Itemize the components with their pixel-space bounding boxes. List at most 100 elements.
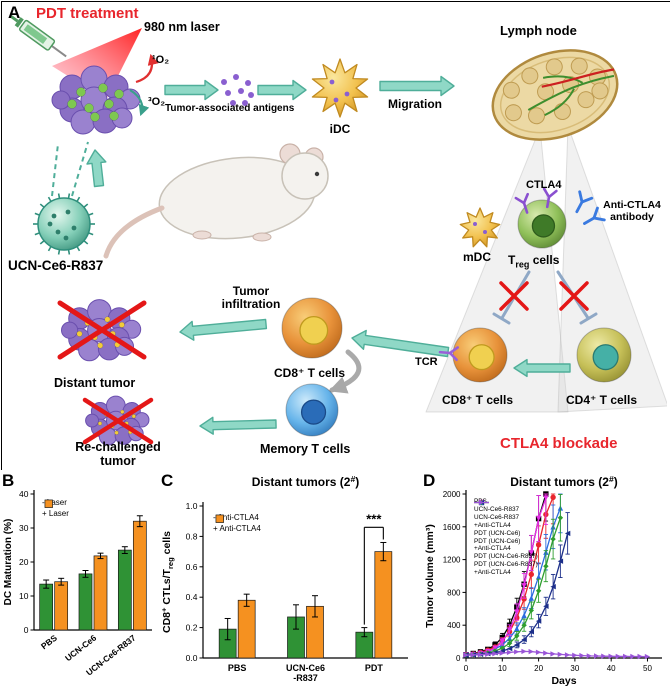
- legend-label: PDT (UCN-Ce6-R837): [474, 553, 538, 561]
- svg-text:20: 20: [534, 664, 543, 673]
- legend-label: PDT (UCN-Ce6-R837) +Anti-CTLA4: [474, 561, 538, 576]
- memory-differentiation-arrow: [328, 349, 362, 394]
- svg-text:0.8: 0.8: [186, 531, 198, 541]
- triplet-oxygen-arrow: [129, 89, 150, 117]
- bar-series-0: [218, 604, 374, 659]
- panel-d-label: D: [423, 471, 436, 490]
- memory-t-cells-label: Memory T cells: [260, 442, 351, 456]
- svg-text:Days: Days: [551, 675, 576, 687]
- svg-text:PDT: PDT: [365, 663, 384, 673]
- legend-item: PDT (UCN-Ce6): [474, 499, 538, 537]
- legend-label: UCN-Ce6-R837: [474, 506, 520, 514]
- ctla4-label: CTLA4: [526, 179, 562, 191]
- svg-text:2000: 2000: [443, 490, 461, 499]
- legend-item: PDT (UCN-Ce6-R837): [474, 499, 538, 561]
- memory-t-cell: [285, 383, 339, 437]
- legend-item: + Laser: [42, 499, 69, 519]
- svg-text:800: 800: [447, 588, 461, 597]
- laser-beam: [52, 28, 142, 100]
- antibody-icon: [575, 190, 594, 214]
- svg-text:0.2: 0.2: [186, 623, 198, 633]
- triplet-oxygen-label: ³O₂: [148, 96, 166, 108]
- legend-label: PDT (UCN-Ce6) +Anti-CTLA4: [474, 537, 521, 553]
- svg-text:10: 10: [498, 664, 507, 673]
- line-series-6: [463, 648, 651, 660]
- svg-text:***: ***: [366, 511, 382, 526]
- idc-label: iDC: [329, 122, 351, 136]
- lymph-node-label: Lymph node: [500, 23, 577, 38]
- legend-item: PDT (UCN-Ce6) +Anti-CTLA4: [474, 499, 538, 553]
- legend-item: + Anti-CTLA4: [213, 514, 261, 534]
- svg-text:0.4: 0.4: [186, 592, 198, 602]
- svg-text:PBS: PBS: [228, 663, 247, 673]
- panel-c-legend: - Anti-CTLA4 + Anti-CTLA4: [213, 513, 261, 534]
- svg-text:40: 40: [19, 489, 29, 499]
- cd8-t-cells-label-mid: CD8⁺ T cells: [274, 366, 346, 380]
- treg-prefix: T: [508, 253, 516, 267]
- svg-text:UCN-Ce6: UCN-Ce6: [286, 663, 325, 673]
- treg-subscript: reg: [515, 259, 530, 270]
- svg-text:1.0: 1.0: [186, 501, 198, 511]
- lymph-node-icon: [491, 49, 619, 141]
- svg-text:Tumor volume (mm³): Tumor volume (mm³): [424, 524, 436, 628]
- panel-a-diagram: A PDT treatment 980 nm laser ¹O₂ ³O₂ Tum…: [1, 1, 670, 473]
- tumor-volume-chart: 0 400 800 1200 1600 2000 0 10 20 30 40 50 Distant tu…: [424, 474, 662, 687]
- legend-label: UCN-Ce6-R837 +Anti-CTLA4: [474, 514, 520, 529]
- panel-b-label: B: [2, 471, 15, 490]
- svg-text:Distant tumors (2#​): Distant tumors (2#​): [252, 474, 359, 489]
- svg-text:CD8+​ CTLs/Treg​ cells: CD8+​ CTLs/Treg​ cells: [160, 531, 175, 633]
- cd8-t-cells-label-right: CD8⁺ T cells: [442, 393, 514, 407]
- antibody-icon: [438, 346, 460, 362]
- panel-b: 0 10 20 30 40 DC Maturation (%) PBS UCN-Ce6 UCN-…: [0, 470, 157, 692]
- legend-item: UCN-Ce6-R837: [474, 499, 538, 514]
- svg-text:400: 400: [447, 621, 461, 630]
- svg-text:1600: 1600: [443, 523, 461, 532]
- legend-marker: [474, 499, 489, 506]
- anti-ctla4-antibody-label: Anti-CTLA4 antibody: [603, 199, 661, 223]
- panel-d: 0 400 800 1200 1600 2000 0 10 20 30 40 50 Distant tu…: [420, 470, 670, 692]
- treg-cell: [517, 199, 567, 249]
- treg-cells-label: Treg cells: [508, 253, 559, 270]
- svg-text:10: 10: [19, 591, 29, 601]
- mouse-icon: [103, 143, 329, 259]
- svg-text:50: 50: [643, 664, 652, 673]
- tcr-label: TCR: [415, 356, 438, 368]
- cd8-t-cell-right: [452, 327, 508, 383]
- panel-c: 0.0 0.2 0.4 0.6 0.8 1.0 Distant tumors (2#​) CD…: [157, 470, 420, 692]
- legend-label: - Anti-CTLA4: [213, 513, 259, 522]
- idc-cell: [311, 58, 369, 118]
- migration-label: Migration: [388, 97, 442, 111]
- singlet-oxygen-arrow: [135, 53, 159, 84]
- legend-label: + Anti-CTLA4: [213, 523, 261, 533]
- laser-label: 980 nm laser: [144, 20, 220, 34]
- legend-swatch: [215, 514, 224, 523]
- panel-c-label: C: [161, 471, 174, 490]
- svg-text:30: 30: [570, 664, 579, 673]
- bar-series-1: [54, 515, 147, 631]
- singlet-oxygen-label: ¹O₂: [152, 54, 170, 66]
- svg-text:DC Maturation (%): DC Maturation (%): [3, 519, 14, 606]
- antibody-icon: [583, 206, 606, 225]
- nanoparticle-label: UCN-Ce6-R837: [8, 258, 104, 273]
- panel-b-legend: - Laser + Laser: [42, 498, 69, 519]
- svg-text:1200: 1200: [443, 556, 461, 565]
- legend-label: + Laser: [42, 508, 69, 518]
- tumor-antigens-label: Tumor-associated antigens: [165, 103, 295, 114]
- panel-a-label: A: [8, 3, 21, 22]
- legend-item: PDT (UCN-Ce6-R837) +Anti-CTLA4: [474, 499, 538, 576]
- svg-text:-R837: -R837: [293, 673, 318, 683]
- bar-series-0: [39, 546, 132, 631]
- nanoparticle-icon: [33, 193, 95, 255]
- legend-label: - Laser: [42, 498, 67, 507]
- svg-text:0.0: 0.0: [186, 653, 198, 663]
- syringe-icon: [10, 15, 67, 58]
- cd8-t-cell-mid: [281, 297, 343, 359]
- svg-text:40: 40: [607, 664, 616, 673]
- legend-swatch: [44, 499, 53, 508]
- svg-text:PBS: PBS: [39, 632, 59, 651]
- ctla4-blockade-label: CTLA4 blockade: [500, 435, 618, 452]
- tumor-infiltration-label: Tumor infiltration: [221, 284, 281, 312]
